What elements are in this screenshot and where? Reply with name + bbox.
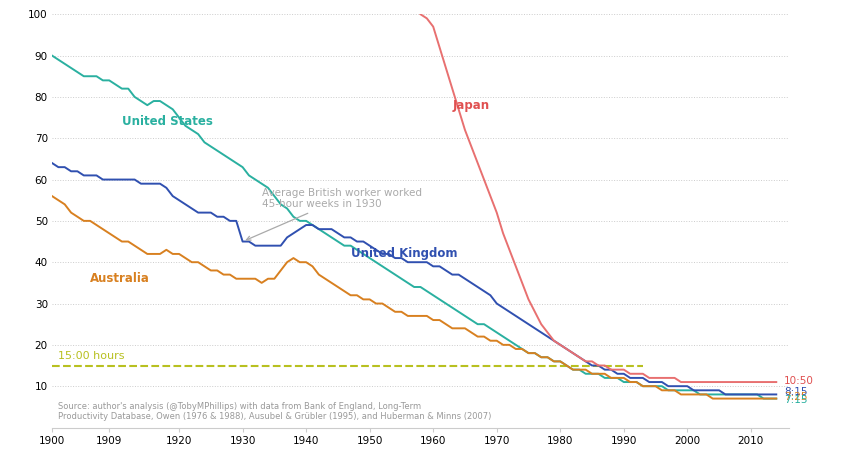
Text: 10:50: 10:50 — [784, 376, 814, 386]
Text: United Kingdom: United Kingdom — [350, 247, 457, 260]
Text: Japan: Japan — [453, 99, 489, 112]
Text: 7:15: 7:15 — [784, 395, 807, 405]
Text: 8:15: 8:15 — [784, 388, 807, 398]
Text: 15:00 hours: 15:00 hours — [58, 352, 125, 361]
Text: Australia: Australia — [90, 272, 150, 285]
Text: 7:25: 7:25 — [784, 392, 807, 402]
Text: Average British worker worked
45-hour weeks in 1930: Average British worker worked 45-hour we… — [246, 188, 421, 240]
Text: Source: author's analysis (@TobyMPhillips) with data from Bank of England, Long-: Source: author's analysis (@TobyMPhillip… — [58, 402, 492, 421]
Text: United States: United States — [122, 115, 212, 128]
